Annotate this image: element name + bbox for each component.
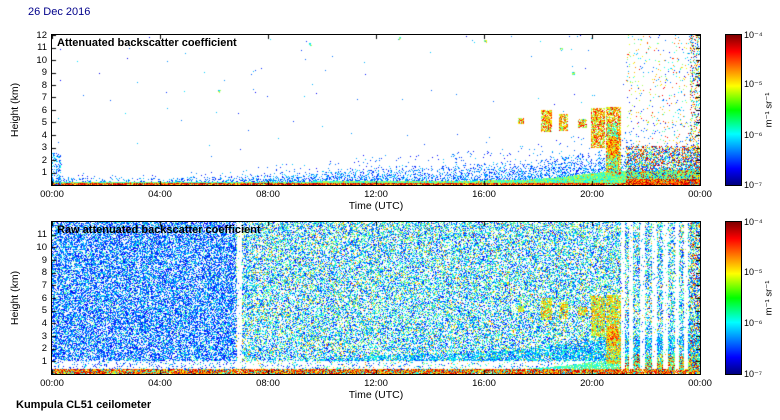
x-tick-label: 04:00 — [148, 378, 172, 389]
y-tick-label: 2 — [41, 343, 47, 355]
y-tick-label: 3 — [41, 142, 47, 153]
x-tick-label: 00:00 — [40, 189, 64, 200]
colorbar-tick-label: 10⁻⁴ — [744, 29, 763, 40]
y-tick-label: 7 — [41, 279, 47, 291]
processed-heatmap-canvas — [52, 35, 700, 185]
colorbar-tick-label: 10⁻⁵ — [744, 267, 763, 278]
colorbar-tick-label: 10⁻⁶ — [744, 317, 763, 328]
x-tick-label: 12:00 — [364, 189, 388, 200]
y-tick-label: 5 — [41, 305, 47, 317]
date-label: 26 Dec 2016 — [28, 6, 91, 18]
x-tick-label: 00:00 — [40, 378, 64, 389]
y-tick-label: 10 — [36, 54, 47, 66]
x-tick-label: 16:00 — [472, 189, 496, 200]
raw-colorbar-unit-label: m⁻¹ sr⁻¹ — [763, 280, 775, 316]
y-tick-label: 10 — [36, 241, 47, 253]
colorbar-tick-label: 10⁻⁷ — [744, 179, 763, 190]
y-tick-label: 6 — [41, 104, 47, 116]
y-tick-label: 8 — [41, 267, 47, 279]
y-tick-label: 1 — [41, 167, 47, 178]
processed-x-axis-label: Time (UTC) — [348, 200, 404, 212]
raw-x-axis-label: Time (UTC) — [348, 389, 404, 401]
x-tick-label: 00:00 — [688, 378, 712, 389]
y-tick-label: 5 — [41, 117, 47, 128]
raw-heatmap-canvas — [52, 222, 700, 374]
processed-colorbar-unit-label: m⁻¹ sr⁻¹ — [763, 92, 775, 128]
x-tick-label: 08:00 — [256, 378, 280, 389]
y-tick-label: 9 — [41, 67, 47, 78]
x-tick-label: 12:00 — [364, 378, 388, 389]
y-tick-label: 1 — [41, 355, 47, 367]
y-tick-label: 4 — [41, 317, 47, 329]
processed-y-axis-label: Height (km) — [9, 82, 21, 138]
x-tick-label: 08:00 — [256, 189, 280, 200]
raw-colorbar — [725, 221, 742, 375]
y-tick-label: 3 — [41, 330, 47, 342]
instrument-label: Kumpula CL51 ceilometer — [16, 399, 152, 411]
raw-panel-title: Raw attenuated backscatter coefficient — [57, 224, 261, 236]
x-tick-label: 04:00 — [148, 189, 172, 200]
colorbar-tick-label: 10⁻⁴ — [744, 216, 763, 227]
x-tick-label: 20:00 — [580, 378, 604, 389]
x-tick-label: 20:00 — [580, 189, 604, 200]
y-tick-label: 6 — [41, 292, 47, 304]
y-tick-label: 9 — [41, 254, 47, 266]
y-tick-label: 2 — [41, 154, 47, 166]
x-tick-label: 00:00 — [688, 189, 712, 200]
raw-y-axis-label: Height (km) — [9, 270, 21, 326]
colorbar-tick-label: 10⁻⁷ — [744, 368, 763, 379]
processed-backscatter-panel: Attenuated backscatter coefficient — [51, 34, 701, 186]
x-tick-label: 16:00 — [472, 378, 496, 389]
colorbar-tick-label: 10⁻⁶ — [744, 129, 763, 140]
y-tick-label: 7 — [41, 92, 47, 103]
colorbar-tick-label: 10⁻⁵ — [744, 79, 763, 90]
y-tick-label: 8 — [41, 79, 47, 91]
processed-colorbar — [725, 34, 742, 186]
raw-backscatter-panel: Raw attenuated backscatter coefficient — [51, 221, 701, 375]
processed-panel-title: Attenuated backscatter coefficient — [57, 37, 237, 49]
y-tick-label: 12 — [36, 29, 47, 41]
y-tick-label: 4 — [41, 129, 47, 141]
y-tick-label: 11 — [37, 42, 47, 53]
y-tick-label: 11 — [37, 229, 47, 241]
